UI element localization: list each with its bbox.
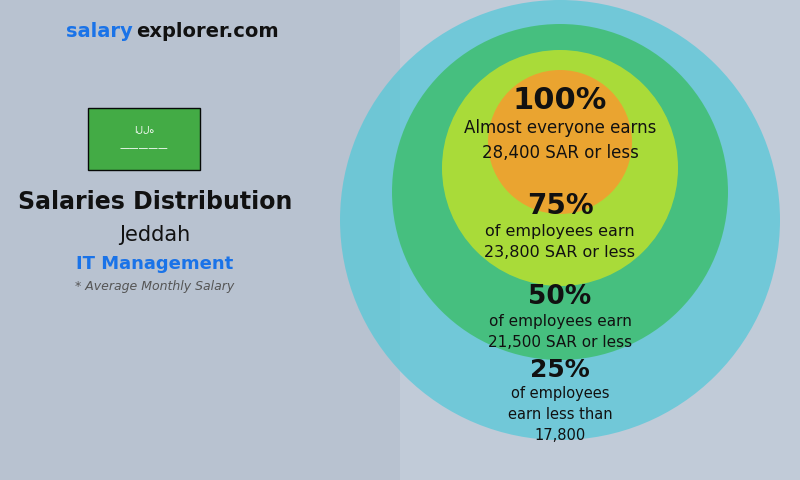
Text: Salaries Distribution: Salaries Distribution <box>18 190 292 214</box>
Text: salary: salary <box>66 22 133 41</box>
Circle shape <box>340 0 780 440</box>
FancyBboxPatch shape <box>88 108 200 170</box>
Text: —————: ————— <box>120 144 168 153</box>
Text: of employees earn
23,800 SAR or less: of employees earn 23,800 SAR or less <box>485 224 635 260</box>
Bar <box>400 0 800 480</box>
Text: Jeddah: Jeddah <box>119 225 190 245</box>
Text: of employees earn
21,500 SAR or less: of employees earn 21,500 SAR or less <box>488 314 632 350</box>
Text: of employees
earn less than
17,800: of employees earn less than 17,800 <box>508 386 612 443</box>
Text: الله: الله <box>134 125 154 134</box>
Circle shape <box>488 70 632 214</box>
Text: * Average Monthly Salary: * Average Monthly Salary <box>75 280 234 293</box>
Text: 100%: 100% <box>513 86 607 115</box>
Text: 75%: 75% <box>526 192 594 220</box>
Text: IT Management: IT Management <box>76 255 234 273</box>
Text: Almost everyone earns
28,400 SAR or less: Almost everyone earns 28,400 SAR or less <box>464 119 656 162</box>
Text: explorer.com: explorer.com <box>136 22 278 41</box>
Text: 50%: 50% <box>528 284 592 310</box>
Circle shape <box>442 50 678 286</box>
Circle shape <box>392 24 728 360</box>
Text: 25%: 25% <box>530 358 590 382</box>
